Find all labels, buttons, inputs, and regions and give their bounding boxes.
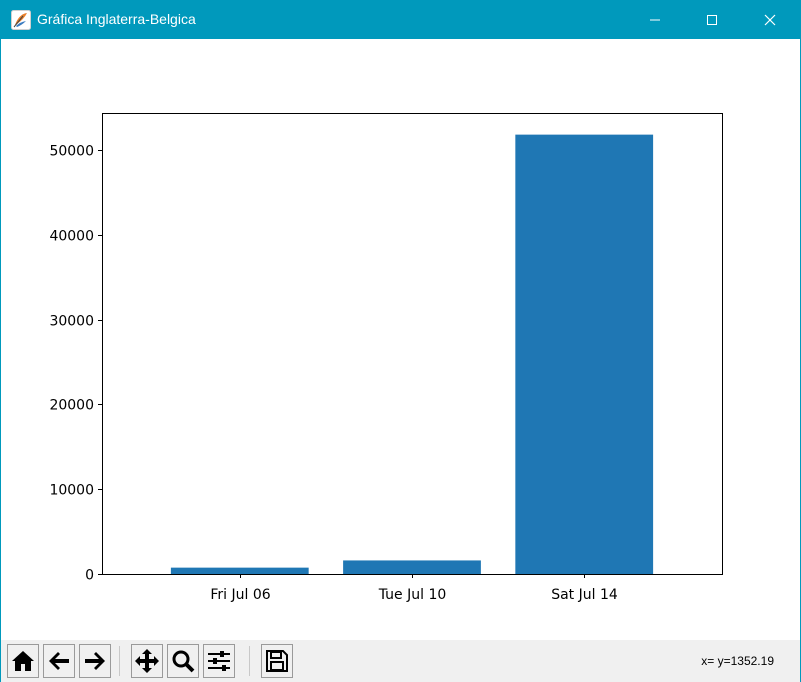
save-icon xyxy=(266,650,288,672)
bar-1 xyxy=(343,560,481,574)
back-icon xyxy=(49,652,69,670)
y-tick-label: 10000 xyxy=(49,483,94,499)
home-button[interactable] xyxy=(7,644,39,678)
forward-button[interactable] xyxy=(79,644,111,678)
x-tick-label: Tue Jul 10 xyxy=(378,587,447,603)
python-feather-icon xyxy=(11,10,31,30)
plot-canvas[interactable]: 0 10000 20000 30000 40000 50000 Fri Jul 06 Tue … xyxy=(1,39,800,640)
title-bar[interactable]: Gráfica Inglaterra-Belgica xyxy=(1,1,800,39)
pan-icon xyxy=(135,649,159,673)
x-tick-label: Fri Jul 06 xyxy=(210,587,270,603)
zoom-button[interactable] xyxy=(167,644,199,678)
y-tick-label: 40000 xyxy=(49,229,94,245)
window-title: Gráfica Inglaterra-Belgica xyxy=(37,11,196,27)
cursor-coordinates: x= y=1352.19 xyxy=(701,654,774,668)
y-tick-label: 50000 xyxy=(49,144,94,160)
close-button[interactable] xyxy=(747,1,793,39)
toolbar-separator xyxy=(249,646,250,676)
minimize-button[interactable] xyxy=(632,1,678,39)
bar-0 xyxy=(170,567,309,574)
pan-button[interactable] xyxy=(131,644,163,678)
back-button[interactable] xyxy=(43,644,75,678)
minimize-icon xyxy=(650,19,660,21)
zoom-icon xyxy=(172,650,195,673)
y-tick-label: 30000 xyxy=(49,314,94,330)
y-tick-label: 20000 xyxy=(49,398,94,414)
toolbar-separator xyxy=(119,646,120,676)
maximize-button[interactable] xyxy=(689,1,735,39)
y-tick-label: 0 xyxy=(85,568,94,584)
forward-icon xyxy=(85,652,105,670)
maximize-icon xyxy=(707,15,717,25)
bar-chart: 0 10000 20000 30000 40000 50000 Fri Jul 06 Tue … xyxy=(49,113,723,603)
configure-subplots-button[interactable] xyxy=(203,644,235,678)
bar-2 xyxy=(515,134,654,574)
close-icon xyxy=(764,14,776,26)
configure-subplots-icon xyxy=(208,651,230,671)
x-tick-label: Sat Jul 14 xyxy=(551,587,618,603)
save-button[interactable] xyxy=(261,644,293,678)
home-icon xyxy=(12,651,34,671)
navigation-toolbar: x= y=1352.19 xyxy=(1,640,800,682)
